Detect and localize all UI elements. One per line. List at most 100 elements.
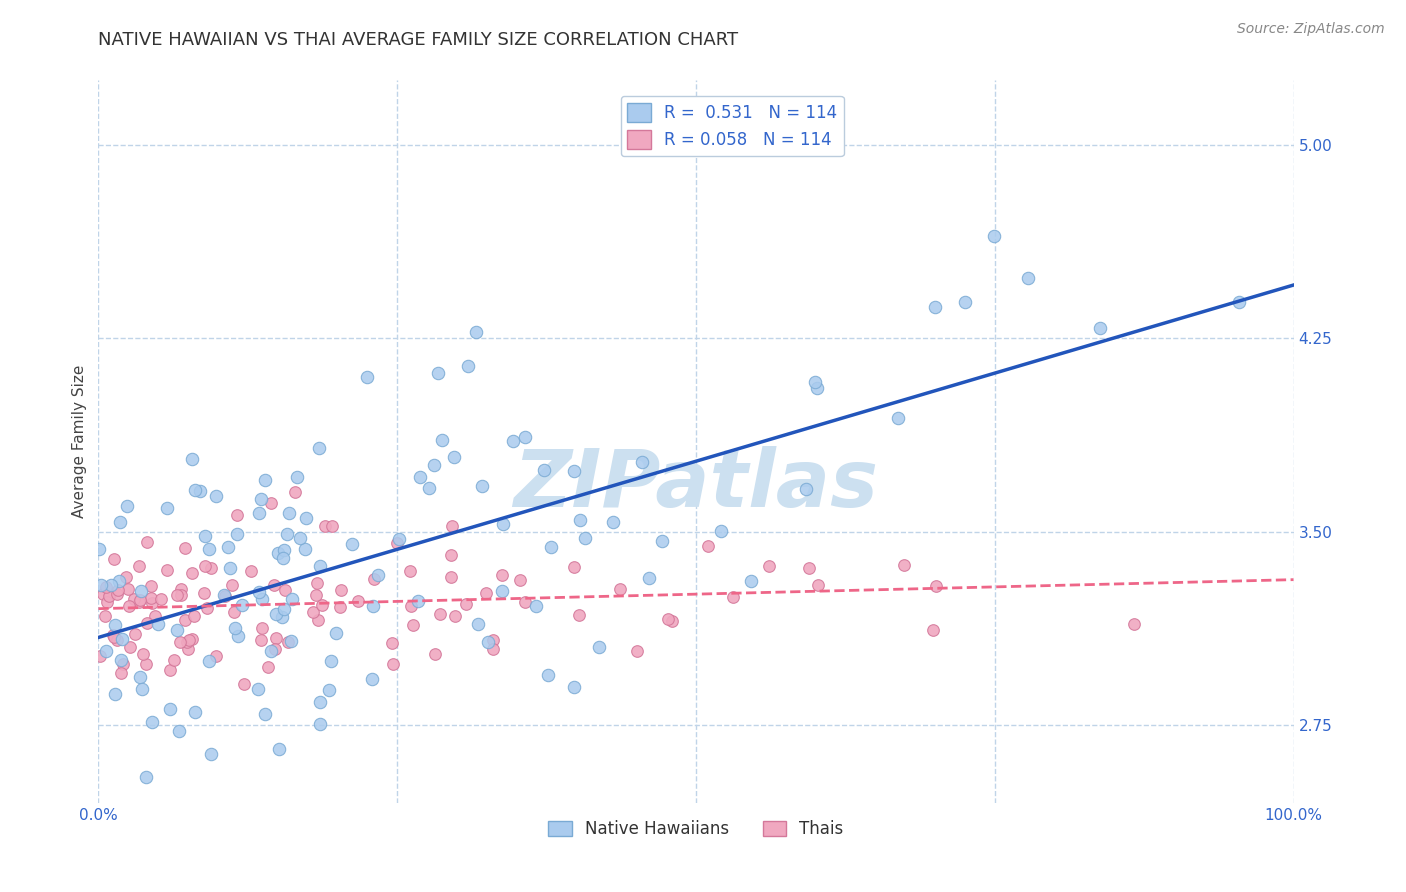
Native Hawaiians — [308, 717, 330, 731]
Native Hawaiians — [361, 673, 384, 687]
Native Hawaiians — [569, 513, 592, 527]
Native Hawaiians — [94, 643, 117, 657]
Native Hawaiians — [278, 506, 301, 520]
Native Hawaiians — [285, 470, 308, 484]
Thais — [758, 558, 780, 573]
Native Hawaiians — [564, 680, 586, 694]
Native Hawaiians — [321, 654, 343, 668]
Native Hawaiians — [166, 623, 188, 637]
Thais — [385, 536, 408, 550]
Thais — [1123, 617, 1146, 632]
Native Hawaiians — [253, 706, 276, 721]
Native Hawaiians — [467, 617, 489, 632]
Thais — [330, 582, 353, 597]
Thais — [568, 607, 591, 622]
Native Hawaiians — [806, 381, 828, 395]
Thais — [118, 640, 141, 654]
Thais — [93, 608, 115, 623]
Native Hawaiians — [110, 653, 132, 667]
Thais — [381, 657, 404, 671]
Thais — [562, 560, 585, 574]
Native Hawaiians — [188, 484, 211, 499]
Thais — [132, 647, 155, 661]
Native Hawaiians — [418, 481, 440, 495]
Thais — [696, 539, 718, 553]
Native Hawaiians — [224, 621, 246, 635]
Native Hawaiians — [129, 583, 152, 598]
Native Hawaiians — [197, 654, 219, 668]
Text: ZIPatlas: ZIPatlas — [513, 446, 879, 524]
Native Hawaiians — [318, 682, 340, 697]
Native Hawaiians — [356, 370, 378, 384]
Thais — [145, 608, 167, 623]
Thais — [233, 677, 256, 691]
Native Hawaiians — [146, 616, 169, 631]
Thais — [176, 635, 198, 649]
Thais — [105, 633, 128, 648]
Thais — [141, 579, 163, 593]
Thais — [149, 591, 172, 606]
Thais — [260, 496, 283, 510]
Thais — [222, 605, 245, 619]
Native Hawaiians — [250, 492, 273, 507]
Native Hawaiians — [108, 515, 131, 529]
Thais — [277, 635, 299, 649]
Thais — [250, 633, 273, 648]
Native Hawaiians — [887, 411, 910, 425]
Native Hawaiians — [117, 499, 139, 513]
Native Hawaiians — [631, 455, 654, 469]
Native Hawaiians — [651, 533, 673, 548]
Native Hawaiians — [804, 375, 827, 389]
Thais — [626, 644, 648, 658]
Thais — [305, 588, 328, 602]
Thais — [274, 583, 297, 598]
Thais — [321, 518, 343, 533]
Native Hawaiians — [276, 527, 298, 541]
Thais — [307, 613, 329, 627]
Thais — [93, 587, 115, 601]
Native Hawaiians — [111, 632, 134, 646]
Thais — [482, 642, 505, 657]
Native Hawaiians — [219, 560, 242, 574]
Native Hawaiians — [515, 430, 537, 444]
Native Hawaiians — [100, 578, 122, 592]
Native Hawaiians — [574, 531, 596, 545]
Thais — [305, 576, 328, 591]
Thais — [444, 608, 467, 623]
Thais — [454, 597, 477, 611]
Native Hawaiians — [325, 626, 347, 640]
Native Hawaiians — [267, 546, 290, 560]
Thais — [98, 589, 121, 603]
Native Hawaiians — [280, 633, 302, 648]
Native Hawaiians — [184, 483, 207, 498]
Thais — [117, 582, 139, 597]
Thais — [163, 653, 186, 667]
Native Hawaiians — [740, 574, 762, 589]
Native Hawaiians — [273, 602, 295, 616]
Thais — [441, 518, 464, 533]
Native Hawaiians — [212, 588, 235, 602]
Thais — [721, 590, 744, 604]
Thais — [124, 591, 146, 606]
Native Hawaiians — [308, 441, 330, 455]
Native Hawaiians — [524, 599, 547, 614]
Native Hawaiians — [710, 524, 733, 539]
Thais — [515, 594, 537, 608]
Thais — [107, 583, 129, 598]
Thais — [111, 657, 134, 671]
Native Hawaiians — [141, 714, 163, 729]
Native Hawaiians — [135, 770, 157, 784]
Native Hawaiians — [1017, 270, 1039, 285]
Native Hawaiians — [443, 450, 465, 465]
Thais — [491, 568, 513, 582]
Native Hawaiians — [408, 470, 430, 484]
Y-axis label: Average Family Size: Average Family Size — [72, 365, 87, 518]
Native Hawaiians — [159, 702, 181, 716]
Native Hawaiians — [131, 681, 153, 696]
Native Hawaiians — [288, 531, 311, 545]
Thais — [129, 592, 152, 607]
Native Hawaiians — [367, 567, 389, 582]
Thais — [177, 642, 200, 657]
Native Hawaiians — [295, 511, 318, 525]
Thais — [197, 601, 219, 615]
